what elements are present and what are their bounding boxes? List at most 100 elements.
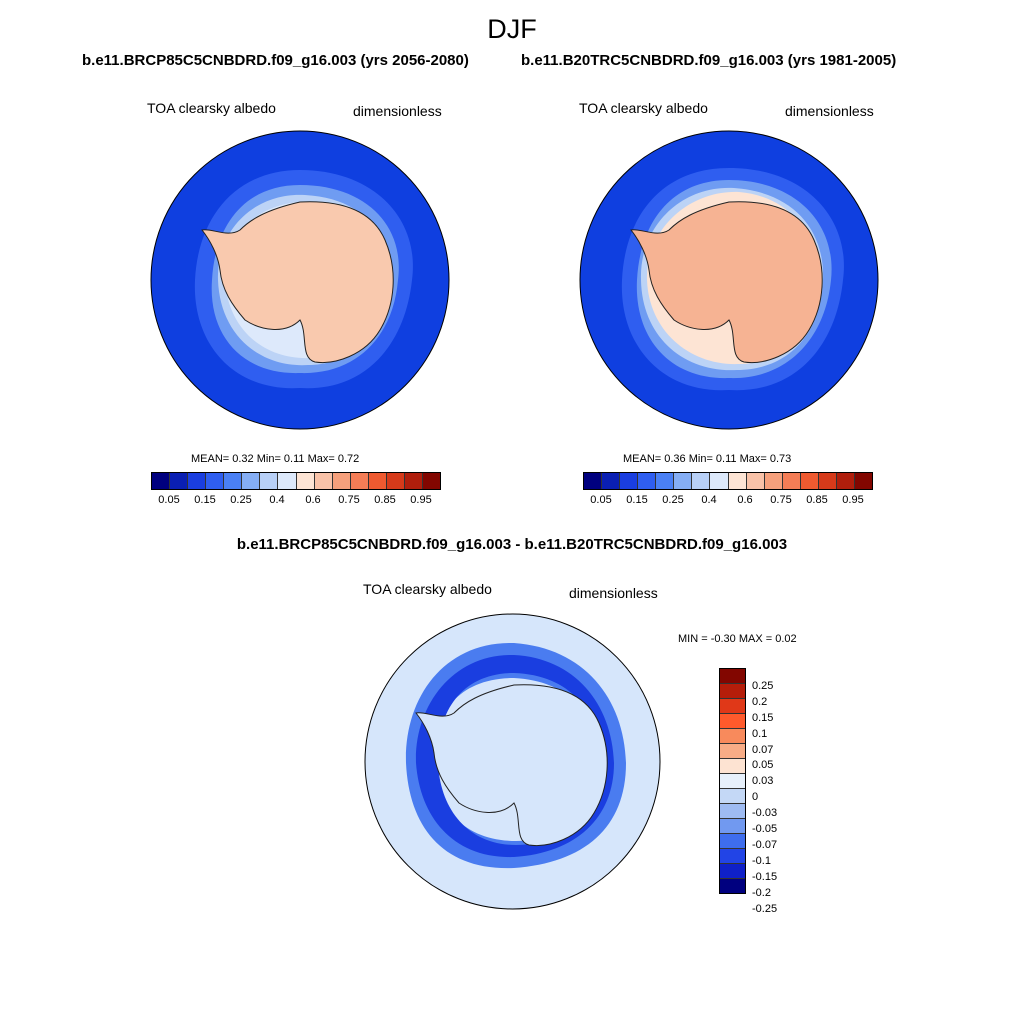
colorbar-swatch (188, 473, 207, 489)
left-stats: MEAN= 0.32 Min= 0.11 Max= 0.72 (191, 453, 360, 465)
left-case-title: b.e11.BRCP85C5CNBDRD.f09_g16.003 (yrs 20… (82, 52, 469, 69)
colorbar-tick-label: 0.1 (752, 727, 768, 740)
colorbar-swatch (836, 473, 855, 489)
difference-title: b.e11.BRCP85C5CNBDRD.f09_g16.003 - b.e11… (236, 536, 788, 553)
colorbar-swatch (170, 473, 189, 489)
colorbar-tick-label: -0.03 (752, 807, 778, 820)
colorbar-swatch (720, 759, 745, 774)
colorbar-tick-label: 0.05 (158, 494, 180, 506)
colorbar-swatch (350, 473, 369, 489)
right-polar-map (579, 130, 879, 430)
colorbar-tick-label: 0.95 (842, 494, 864, 506)
colorbar-swatch (260, 473, 279, 489)
colorbar-tick-label: 0.15 (626, 494, 648, 506)
colorbar-tick-label: 0.4 (269, 494, 285, 506)
colorbar-swatch (386, 473, 405, 489)
colorbar-swatch (720, 729, 745, 744)
right-antarctica (630, 201, 823, 364)
colorbar-swatch (224, 473, 243, 489)
colorbar-tick-label: -0.2 (752, 886, 771, 899)
colorbar-swatch (764, 473, 783, 489)
colorbar-swatch (720, 714, 745, 729)
colorbar-swatch (710, 473, 729, 489)
colorbar-swatch (404, 473, 423, 489)
colorbar-swatch (800, 473, 819, 489)
colorbar-tick-label: 0.25 (752, 679, 774, 692)
colorbar-swatch (278, 473, 297, 489)
right-units-label: dimensionless (785, 103, 874, 119)
colorbar-tick-label: 0.6 (305, 494, 321, 506)
colorbar-tick-label: 0.07 (752, 743, 774, 756)
colorbar-tick-label: 0.85 (806, 494, 828, 506)
colorbar-tick-label: -0.25 (752, 902, 778, 915)
colorbar-swatch (782, 473, 801, 489)
colorbar-swatch (242, 473, 261, 489)
colorbar-tick-label: 0.25 (662, 494, 684, 506)
colorbar-swatch (602, 473, 621, 489)
colorbar-tick-label: 0.2 (752, 695, 768, 708)
colorbar-tick-label: 0 (752, 791, 759, 804)
colorbar-swatch (692, 473, 711, 489)
colorbar-swatch (728, 473, 747, 489)
colorbar-tick-label: 0.6 (737, 494, 753, 506)
colorbar-tick-label: 0.03 (752, 775, 774, 788)
colorbar-swatch (314, 473, 333, 489)
colorbar-tick-label: 0.75 (770, 494, 792, 506)
colorbar-swatch (638, 473, 657, 489)
colorbar-swatch (296, 473, 315, 489)
colorbar-tick-label: 0.05 (590, 494, 612, 506)
colorbar-tick-label: -0.05 (752, 823, 778, 835)
difference-polar-map (364, 613, 661, 910)
left-variable-label: TOA clearsky albedo (147, 100, 276, 116)
right-variable-label: TOA clearsky albedo (579, 100, 708, 116)
colorbar-tick-label: -0.15 (752, 870, 778, 883)
colorbar-tick-label: 0.4 (701, 494, 717, 506)
colorbar-tick-label: 0.85 (374, 494, 396, 506)
colorbar-swatch (818, 473, 837, 489)
left-polar-map (150, 130, 450, 430)
diff-units-label: dimensionless (569, 585, 658, 601)
colorbar-swatch (584, 473, 603, 489)
right-stats: MEAN= 0.36 Min= 0.11 Max= 0.73 (623, 453, 792, 465)
right-colorbar (583, 472, 873, 490)
colorbar-swatch (422, 473, 440, 489)
colorbar-swatch (206, 473, 225, 489)
colorbar-swatch (368, 473, 387, 489)
colorbar-swatch (720, 819, 745, 834)
colorbar-swatch (620, 473, 639, 489)
colorbar-swatch (854, 473, 872, 489)
colorbar-swatch (720, 774, 745, 789)
colorbar-swatch (674, 473, 693, 489)
colorbar-swatch (720, 849, 745, 864)
diff-antarctica (415, 684, 608, 847)
colorbar-swatch (720, 879, 745, 893)
colorbar-swatch (720, 684, 745, 699)
season-title: DJF (487, 14, 537, 44)
colorbar-tick-label: -0.07 (752, 838, 778, 851)
left-colorbar (151, 472, 441, 490)
colorbar-swatch (720, 669, 745, 684)
left-units-label: dimensionless (353, 103, 442, 119)
left-antarctica (201, 201, 394, 364)
colorbar-tick-label: 0.05 (752, 759, 774, 772)
colorbar-swatch (720, 789, 745, 804)
colorbar-tick-label: 0.15 (752, 711, 774, 724)
diff-stats: MIN = -0.30 MAX = 0.02 (678, 633, 797, 645)
colorbar-swatch (720, 804, 745, 819)
colorbar-swatch (720, 834, 745, 849)
diff-colorbar (719, 668, 746, 894)
colorbar-tick-label: 0.75 (338, 494, 360, 506)
colorbar-swatch (332, 473, 351, 489)
colorbar-tick-label: -0.1 (752, 854, 771, 867)
colorbar-swatch (746, 473, 765, 489)
colorbar-swatch (720, 864, 745, 879)
colorbar-swatch (656, 473, 675, 489)
colorbar-tick-label: 0.95 (410, 494, 432, 506)
diff-variable-label: TOA clearsky albedo (363, 581, 492, 597)
colorbar-tick-label: 0.25 (230, 494, 252, 506)
colorbar-swatch (720, 744, 745, 759)
colorbar-swatch (152, 473, 171, 489)
right-case-title: b.e11.B20TRC5CNBDRD.f09_g16.003 (yrs 198… (521, 52, 897, 69)
colorbar-swatch (720, 699, 745, 714)
colorbar-tick-label: 0.15 (194, 494, 216, 506)
